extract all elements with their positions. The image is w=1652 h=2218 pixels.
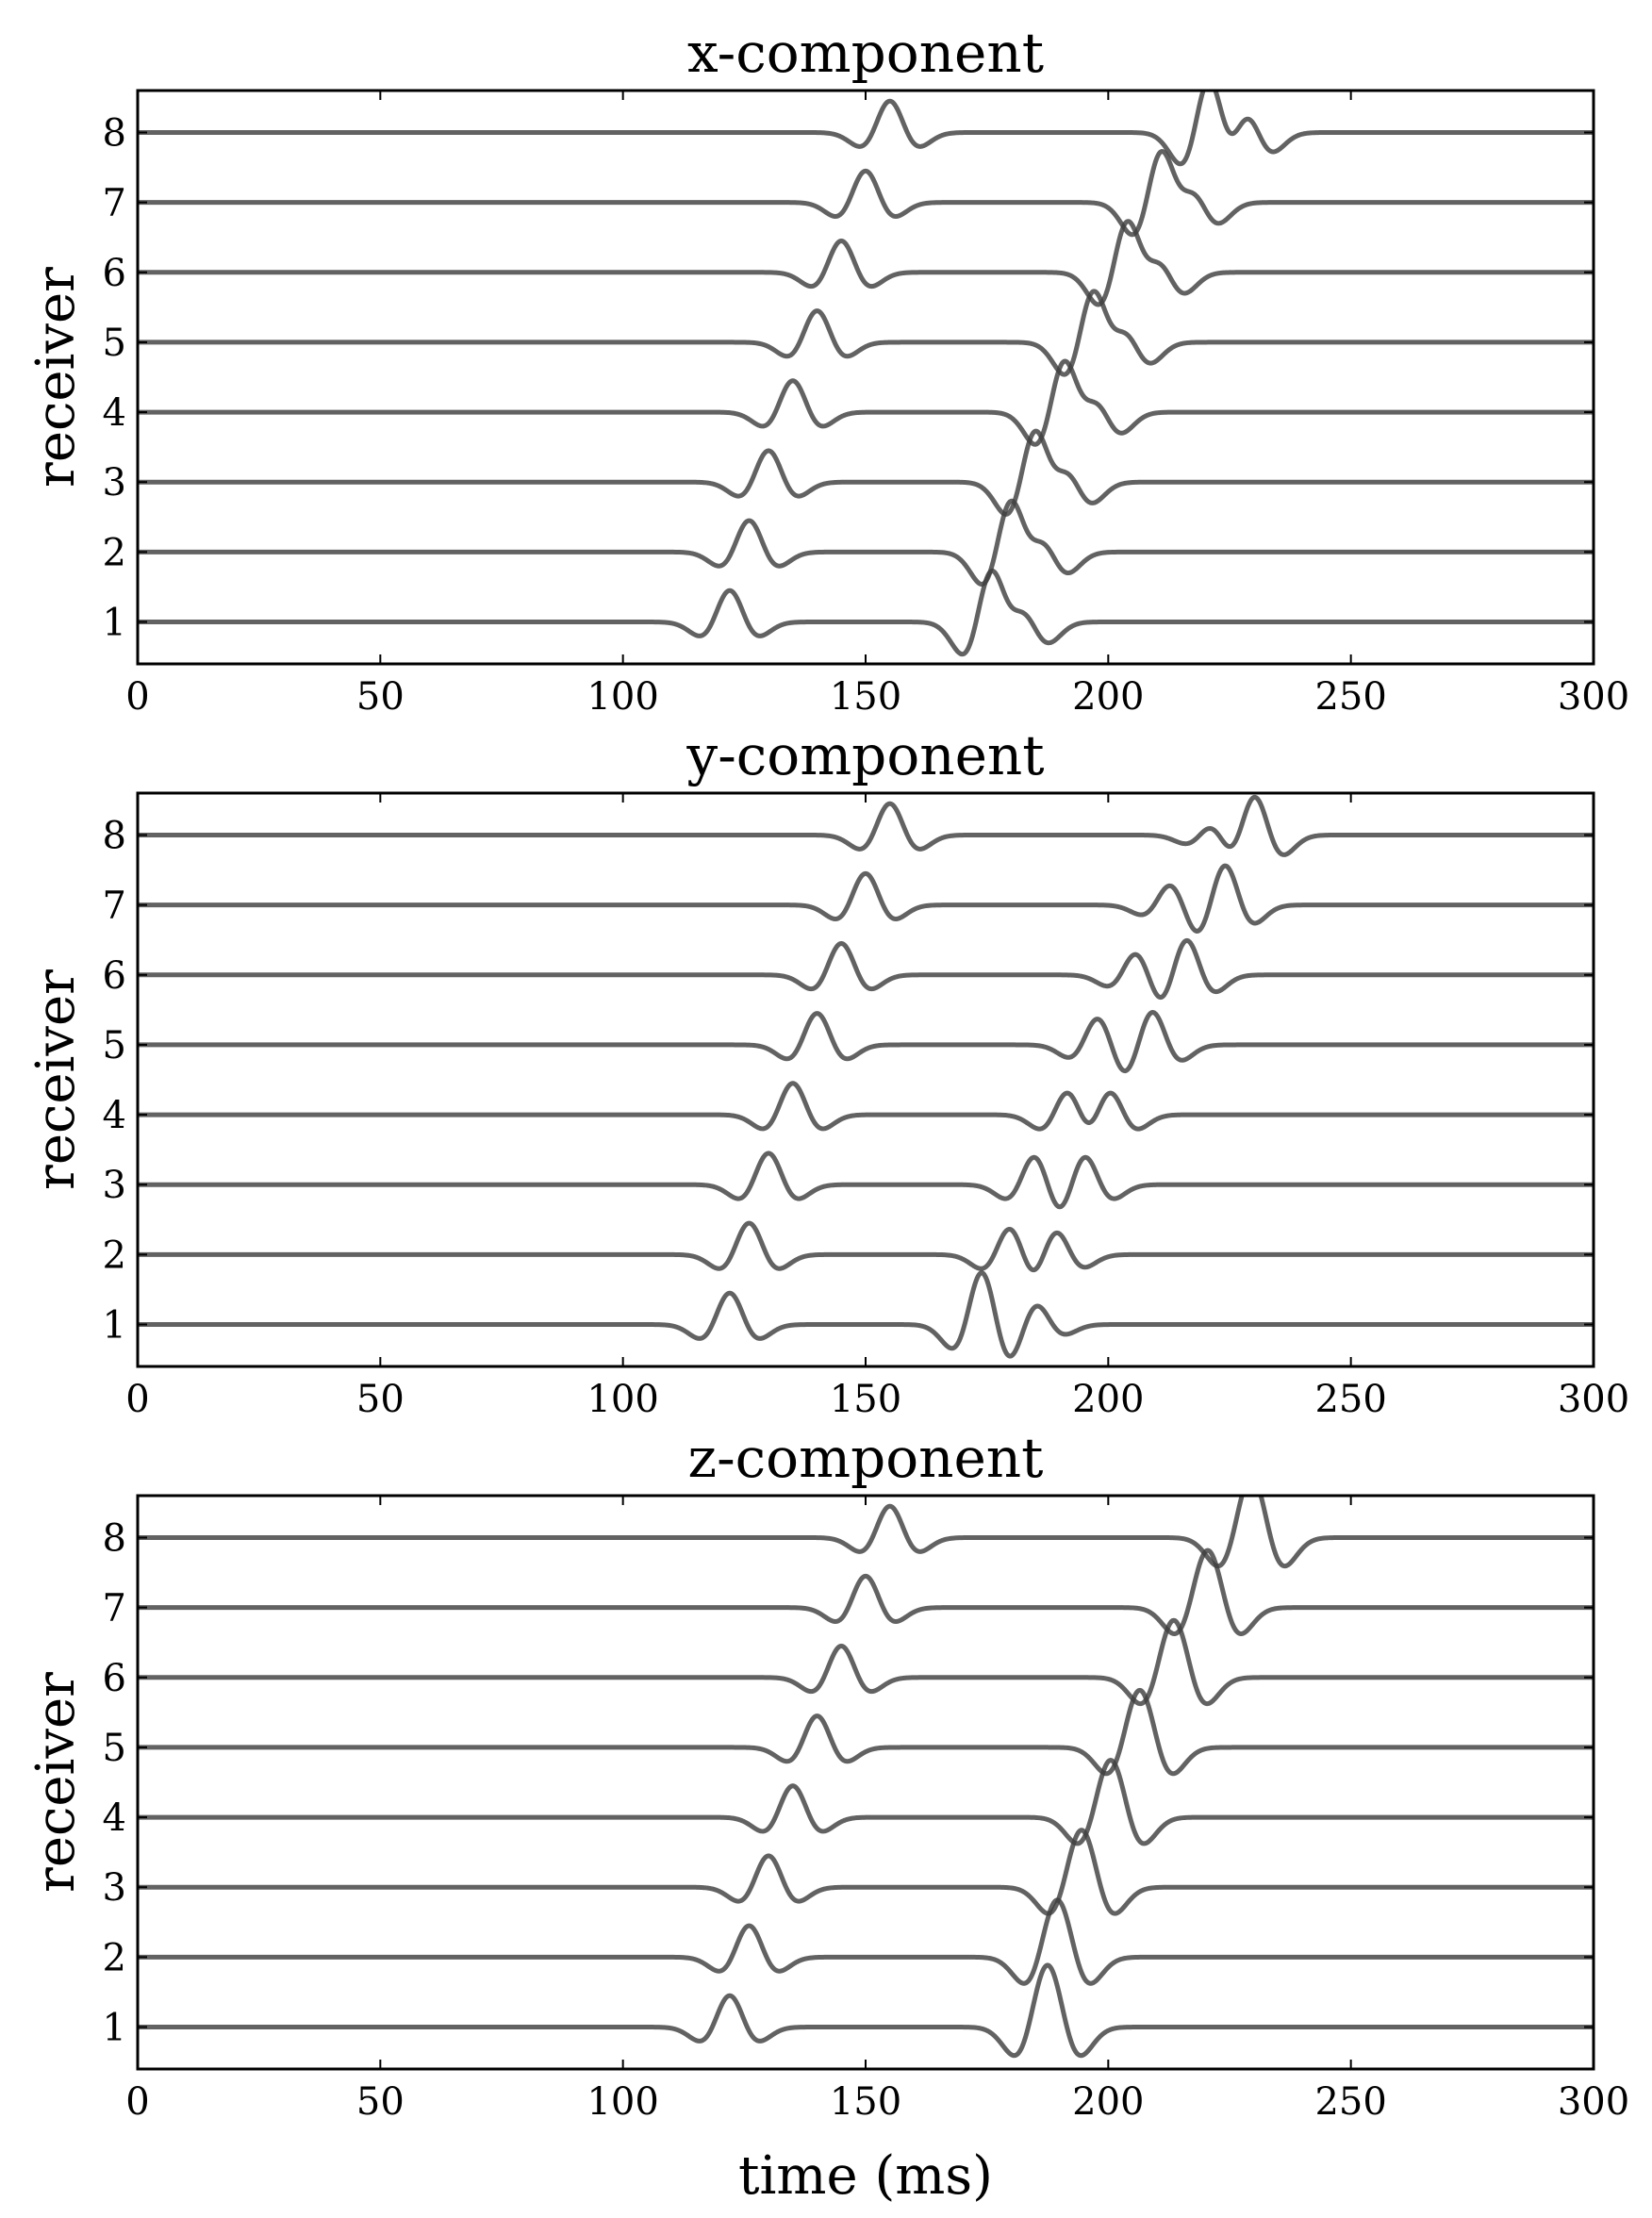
trace-receiver-8	[138, 91, 1594, 167]
trace-receiver-6	[138, 937, 1594, 1001]
plot-frame	[136, 1494, 1595, 2071]
trace-receiver-8	[138, 1496, 1594, 1569]
trace-receiver-3	[138, 1150, 1594, 1210]
y-tick-label: 8	[103, 814, 126, 857]
y-tick-label: 1	[103, 602, 126, 645]
x-tick-label: 250	[1314, 675, 1386, 719]
x-tick-label: 50	[356, 1378, 405, 1421]
plot-frame	[136, 89, 1595, 666]
traces	[138, 1496, 1594, 2059]
panel-3: 0 50 100 150 200 250 300 1 2 3 4 5 6 7 8 z-component rec…	[25, 1426, 1629, 2207]
x-axis-label: time (ms)	[738, 2145, 993, 2207]
y-tick-label: 4	[103, 391, 126, 435]
trace-receiver-5	[138, 1687, 1594, 1777]
y-tick-label: 6	[103, 252, 126, 295]
y-tick-label: 2	[103, 1233, 126, 1277]
trace-receiver-3	[138, 428, 1594, 517]
y-tick-label: 4	[103, 1094, 126, 1137]
y-tick-label: 4	[103, 1796, 126, 1840]
y-tick-label: 3	[103, 461, 126, 505]
x-tick-label: 100	[586, 1378, 658, 1421]
y-tick-label: 8	[103, 111, 126, 155]
panel-1: 0 50 100 150 200 250 300 1 2 3 4 5 6 7 8 x-component rec…	[25, 21, 1629, 719]
plot-frame	[136, 791, 1595, 1368]
y-tick-label: 7	[103, 885, 126, 928]
trace-receiver-5	[138, 1010, 1594, 1074]
y-tick-label: 2	[103, 1936, 126, 1979]
y-tick-label: 1	[103, 1304, 126, 1348]
trace-receiver-2	[138, 498, 1594, 588]
trace-receiver-7	[138, 149, 1594, 238]
x-tick-label: 200	[1072, 2080, 1144, 2124]
x-tick-label: 100	[586, 2080, 658, 2124]
trace-receiver-7	[138, 1548, 1594, 1636]
y-tick-label: 5	[103, 1727, 126, 1770]
y-tick-label: 8	[103, 1516, 126, 1560]
trace-receiver-2	[138, 1897, 1594, 1986]
x-tick-label: 300	[1558, 675, 1629, 719]
x-tick-label: 250	[1314, 1378, 1386, 1421]
trace-receiver-2	[138, 1220, 1594, 1273]
trace-receiver-1	[138, 1270, 1594, 1359]
trace-receiver-4	[138, 1758, 1594, 1846]
x-tick-label: 300	[1558, 2080, 1629, 2124]
y-tick-label: 3	[103, 1866, 126, 1910]
traces	[138, 91, 1594, 657]
y-axis-label: receiver	[25, 267, 87, 488]
traces	[138, 794, 1594, 1359]
x-tick-label: 250	[1314, 2080, 1386, 2124]
y-tick-label: 5	[103, 1024, 126, 1068]
y-tick-label: 7	[103, 182, 126, 225]
y-tick-label: 1	[103, 2007, 126, 2050]
trace-receiver-1	[138, 568, 1594, 657]
panel-title: z-component	[688, 1426, 1044, 1490]
x-tick-label: 0	[125, 1378, 149, 1421]
x-tick-label: 150	[830, 1378, 901, 1421]
y-tick-label: 7	[103, 1587, 126, 1630]
trace-receiver-8	[138, 794, 1594, 857]
x-tick-label: 150	[830, 675, 901, 719]
y-tick-label: 6	[103, 1657, 126, 1700]
panel-2: 0 50 100 150 200 250 300 1 2 3 4 5 6 7 8 y-component rec…	[25, 723, 1629, 1421]
trace-receiver-4	[138, 1081, 1594, 1132]
trace-receiver-6	[138, 219, 1594, 307]
x-tick-label: 150	[830, 2080, 901, 2124]
x-tick-label: 300	[1558, 1378, 1629, 1421]
trace-receiver-1	[138, 1962, 1594, 2059]
x-tick-label: 50	[356, 675, 405, 719]
trace-receiver-4	[138, 358, 1594, 447]
x-tick-label: 200	[1072, 675, 1144, 719]
x-tick-label: 100	[586, 675, 658, 719]
x-tick-label: 0	[125, 2080, 149, 2124]
x-tick-label: 0	[125, 675, 149, 719]
y-tick-label: 2	[103, 531, 126, 574]
y-tick-label: 3	[103, 1164, 126, 1207]
panel-title: x-component	[687, 21, 1044, 85]
x-tick-label: 50	[356, 2080, 405, 2124]
panel-title: y-component	[686, 723, 1044, 787]
trace-receiver-5	[138, 289, 1594, 377]
trace-receiver-6	[138, 1617, 1594, 1707]
y-tick-label: 6	[103, 954, 126, 998]
y-axis-label: receiver	[25, 1672, 87, 1893]
trace-receiver-3	[138, 1828, 1594, 1916]
x-tick-label: 200	[1072, 1378, 1144, 1421]
y-axis-label: receiver	[25, 969, 87, 1190]
y-tick-label: 5	[103, 322, 126, 365]
trace-receiver-7	[138, 863, 1594, 934]
